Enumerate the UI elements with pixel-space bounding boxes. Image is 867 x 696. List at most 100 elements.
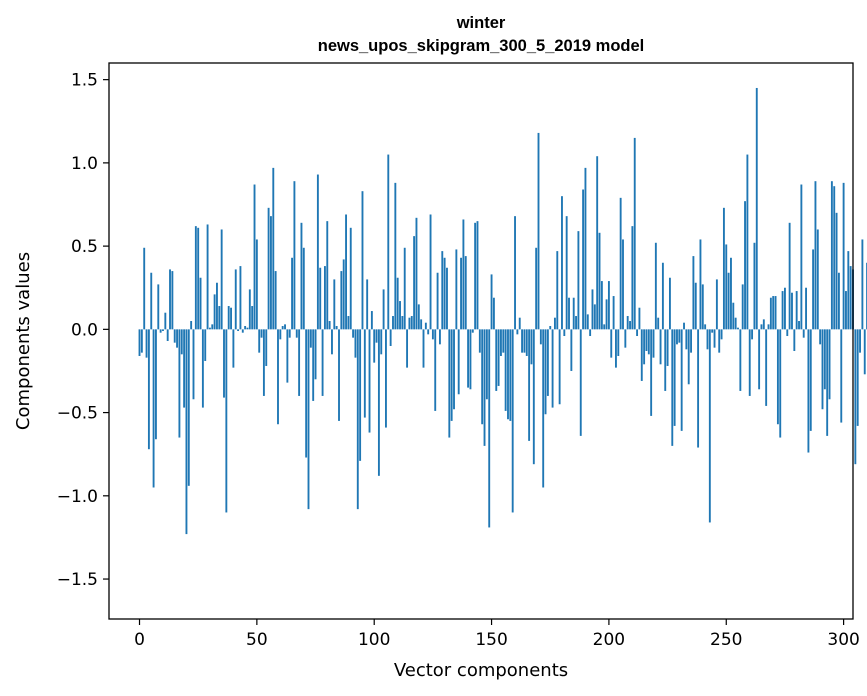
bar-211 bbox=[633, 137, 636, 330]
bar-249 bbox=[722, 207, 725, 330]
y-tick-label: −1.0 bbox=[57, 487, 98, 507]
bar-107 bbox=[389, 329, 392, 346]
bar-34 bbox=[218, 306, 221, 330]
bar-221 bbox=[657, 317, 660, 330]
bar-196 bbox=[598, 232, 601, 330]
bar-87 bbox=[342, 259, 345, 330]
bar-271 bbox=[774, 296, 777, 330]
bar-98 bbox=[368, 329, 371, 433]
bar-237 bbox=[694, 282, 697, 330]
bar-144 bbox=[476, 221, 479, 330]
bar-40 bbox=[232, 329, 235, 368]
bar-157 bbox=[507, 329, 509, 420]
bar-186 bbox=[575, 316, 577, 330]
bar-201 bbox=[610, 329, 613, 358]
bar-21 bbox=[187, 329, 190, 486]
bar-301 bbox=[845, 291, 847, 330]
bar-137 bbox=[460, 257, 462, 330]
bar-74 bbox=[312, 329, 315, 401]
bar-288 bbox=[814, 181, 817, 330]
bar-209 bbox=[629, 321, 631, 330]
bar-242 bbox=[706, 329, 709, 350]
bar-277 bbox=[788, 222, 791, 330]
bar-58 bbox=[274, 271, 277, 330]
bar-208 bbox=[626, 316, 629, 330]
bar-38 bbox=[227, 306, 230, 330]
bar-82 bbox=[331, 329, 333, 355]
bar-121 bbox=[422, 329, 425, 368]
bar-182 bbox=[565, 216, 568, 330]
bar-161 bbox=[516, 329, 519, 335]
y-tick-label: −0.5 bbox=[57, 404, 98, 424]
bars-group bbox=[138, 87, 867, 535]
bar-10 bbox=[162, 329, 164, 332]
bar-124 bbox=[429, 214, 432, 330]
bar-77 bbox=[319, 267, 322, 330]
bar-225 bbox=[666, 329, 669, 366]
bar-291 bbox=[821, 329, 824, 410]
bar-79 bbox=[323, 266, 326, 330]
bar-119 bbox=[417, 304, 420, 330]
bar-238 bbox=[697, 329, 700, 448]
bar-111 bbox=[399, 301, 401, 330]
bar-297 bbox=[835, 212, 838, 330]
bar-233 bbox=[685, 329, 688, 350]
bar-307 bbox=[859, 329, 861, 353]
bar-232 bbox=[683, 322, 685, 330]
bar-171 bbox=[539, 329, 542, 345]
bar-175 bbox=[549, 326, 552, 330]
bar-269 bbox=[769, 297, 772, 330]
bar-281 bbox=[798, 321, 800, 330]
bar-131 bbox=[446, 267, 448, 330]
bar-298 bbox=[837, 272, 840, 330]
bar-280 bbox=[795, 291, 798, 330]
bar-215 bbox=[643, 329, 646, 365]
bar-125 bbox=[431, 329, 434, 340]
bar-51 bbox=[258, 329, 261, 353]
bar-45 bbox=[244, 326, 247, 330]
bar-139 bbox=[464, 256, 467, 330]
bar-290 bbox=[819, 329, 822, 345]
bar-149 bbox=[488, 329, 491, 528]
bar-262 bbox=[753, 242, 756, 330]
bar-240 bbox=[701, 284, 704, 330]
bar-266 bbox=[762, 319, 765, 330]
bar-72 bbox=[307, 329, 310, 510]
bar-222 bbox=[659, 329, 662, 365]
bar-179 bbox=[558, 329, 561, 405]
bar-210 bbox=[631, 226, 634, 330]
bar-257 bbox=[741, 284, 744, 330]
bar-216 bbox=[645, 329, 648, 351]
bar-56 bbox=[270, 216, 272, 330]
bar-100 bbox=[373, 329, 376, 363]
bar-31 bbox=[211, 324, 214, 330]
bar-300 bbox=[842, 182, 845, 330]
bar-243 bbox=[708, 329, 711, 523]
bar-150 bbox=[490, 274, 493, 330]
bar-181 bbox=[563, 329, 566, 337]
bar-264 bbox=[758, 329, 761, 390]
bar-259 bbox=[746, 154, 749, 330]
bar-220 bbox=[654, 242, 657, 330]
bar-129 bbox=[441, 251, 444, 330]
bar-178 bbox=[556, 251, 559, 330]
bar-191 bbox=[586, 314, 589, 330]
bar-80 bbox=[326, 221, 329, 330]
chart-subtitle: news_upos_skipgram_300_5_2019 model bbox=[318, 37, 645, 55]
bar-39 bbox=[230, 307, 232, 330]
bar-153 bbox=[497, 329, 500, 386]
bar-48 bbox=[251, 306, 254, 330]
bar-94 bbox=[359, 329, 362, 461]
bar-229 bbox=[676, 329, 678, 345]
bar-241 bbox=[704, 324, 707, 330]
bar-244 bbox=[711, 329, 714, 333]
x-tick-label: 300 bbox=[827, 630, 859, 650]
bar-239 bbox=[699, 239, 702, 330]
bar-194 bbox=[593, 304, 596, 330]
bar-11 bbox=[164, 312, 167, 330]
bar-104 bbox=[382, 289, 385, 330]
bar-0 bbox=[138, 329, 141, 356]
bar-254 bbox=[734, 317, 737, 330]
bar-130 bbox=[443, 257, 446, 330]
bar-189 bbox=[582, 189, 585, 330]
